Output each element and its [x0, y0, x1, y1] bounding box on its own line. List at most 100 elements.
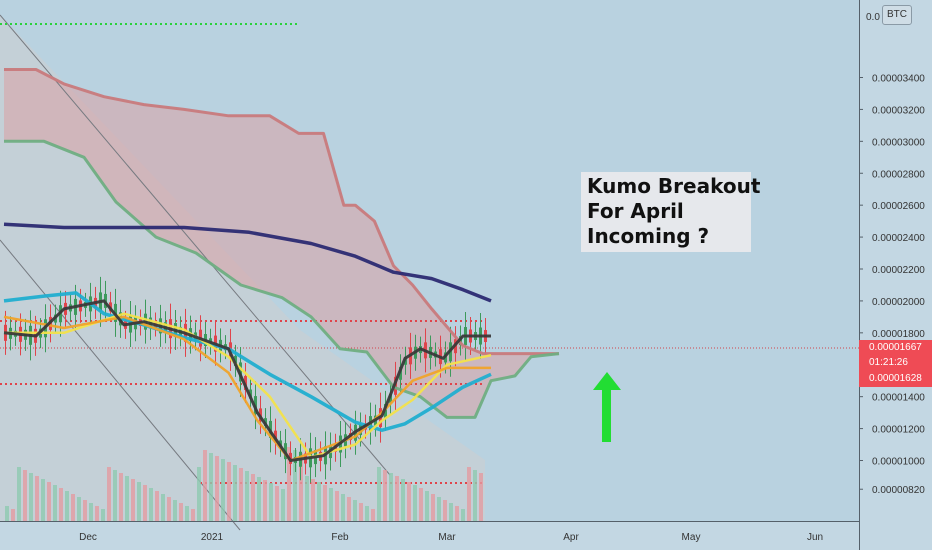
volume-bar [449, 503, 453, 521]
senkou-a-line [4, 139, 560, 419]
volume-bar [173, 500, 177, 521]
y-tick-label: 0.00002400 [872, 233, 925, 244]
arrow-shaft [602, 388, 611, 442]
x-tick-label: Jun [807, 532, 823, 543]
volume-bar [197, 467, 201, 521]
y-tick-label: 0.00003400 [872, 74, 925, 85]
volume-bar [263, 480, 267, 521]
annotation-line-1: Kumo Breakout [587, 174, 761, 198]
volume-bar [47, 482, 51, 521]
last-price-tag: 0.00001667 [859, 340, 932, 356]
volume-bar [107, 467, 111, 521]
y-tick-label: 0.00001000 [872, 457, 925, 468]
volume-bar [353, 500, 357, 521]
y-tick-label: 0.00002000 [872, 297, 925, 308]
volume-bar [215, 456, 219, 521]
volume-bar [323, 485, 327, 521]
volume-bar [143, 485, 147, 521]
volume-bar [419, 488, 423, 521]
volume-bar [311, 479, 315, 521]
overlay-region [0, 15, 485, 521]
trendline-upper [0, 14, 391, 476]
volume-bar [71, 494, 75, 521]
volume-bar [83, 500, 87, 521]
volume-bar [425, 491, 429, 521]
y-tick-label: 0.00002600 [872, 201, 925, 212]
y-tick-label: 0.00003200 [872, 105, 925, 116]
volume-bar [389, 473, 393, 521]
volume-bar [305, 476, 309, 521]
annotation-line-2: For April [587, 199, 684, 223]
x-tick-label: Mar [438, 532, 456, 543]
y-tick-label: 0.00002800 [872, 169, 925, 180]
volume-bar [473, 470, 477, 521]
volume-bar [299, 453, 303, 521]
volume-bar [131, 479, 135, 521]
x-tick-label: Dec [79, 532, 97, 543]
volume-bar [101, 509, 105, 521]
volume-bar [203, 450, 207, 521]
volume-bar [239, 468, 243, 521]
volume-bar [461, 509, 465, 521]
x-tick-label: 2021 [201, 532, 224, 543]
volume-bar [113, 470, 117, 521]
volume-bar [335, 491, 339, 521]
volume-bar [455, 506, 459, 521]
volume-bar [125, 476, 129, 521]
volume-bar [317, 482, 321, 521]
volume-bar [119, 473, 123, 521]
volume-bar [401, 479, 405, 521]
volume-bar [155, 491, 159, 521]
volume-bar [359, 503, 363, 521]
volume-bar [191, 509, 195, 521]
volume-bar [41, 479, 45, 521]
volume-bar [467, 467, 471, 521]
volume-bar [281, 489, 285, 521]
ma-cyan-line [3, 291, 492, 432]
volume-bar [233, 465, 237, 521]
ma-orange-line [3, 315, 491, 462]
volume-bar [17, 467, 21, 521]
y-tick-label: 0.00002200 [872, 265, 925, 276]
countdown-tag: 01:21:26 [859, 355, 932, 371]
volume-bar [275, 486, 279, 521]
volume-bar [341, 494, 345, 521]
y-tick-label-top: 0.0 [866, 12, 880, 23]
volume-bar [23, 470, 27, 521]
volume-bar [269, 483, 273, 521]
volume-bar [167, 497, 171, 521]
volume-bar [53, 485, 57, 521]
y-tick-label: 0.00000820 [872, 485, 925, 496]
arrow-head [593, 372, 621, 390]
volume-bar [179, 503, 183, 521]
volume-bar [287, 447, 291, 521]
senkou-b-line [4, 68, 559, 356]
volume-bar [221, 459, 225, 521]
volume-bar [293, 450, 297, 521]
volume-bar [29, 473, 33, 521]
ma-black-line [3, 299, 491, 462]
y-tick-label: 0.00003000 [872, 137, 925, 148]
volume-bar [77, 497, 81, 521]
volume-bar [161, 494, 165, 521]
volume-bar [149, 488, 153, 521]
volume-bar [5, 506, 9, 521]
volume-bar [407, 482, 411, 521]
volume-bar [395, 476, 399, 521]
y-tick-label: 0.00001200 [872, 425, 925, 436]
volume-bar [377, 467, 381, 521]
x-tick-label: Apr [563, 532, 579, 543]
volume-bar [347, 497, 351, 521]
x-tick-label: May [682, 532, 701, 543]
volume-bar [431, 494, 435, 521]
volume-bar [371, 509, 375, 521]
low-price-tag: 0.00001628 [859, 371, 932, 387]
volume-bar [251, 474, 255, 521]
annotation-line-3: Incoming ? [587, 224, 710, 248]
volume-bar [95, 506, 99, 521]
kumo-cloud [4, 69, 558, 418]
y-tick-label: 0.00001800 [872, 329, 925, 340]
currency-badge[interactable]: BTC [882, 5, 912, 25]
volume-bar [383, 470, 387, 521]
